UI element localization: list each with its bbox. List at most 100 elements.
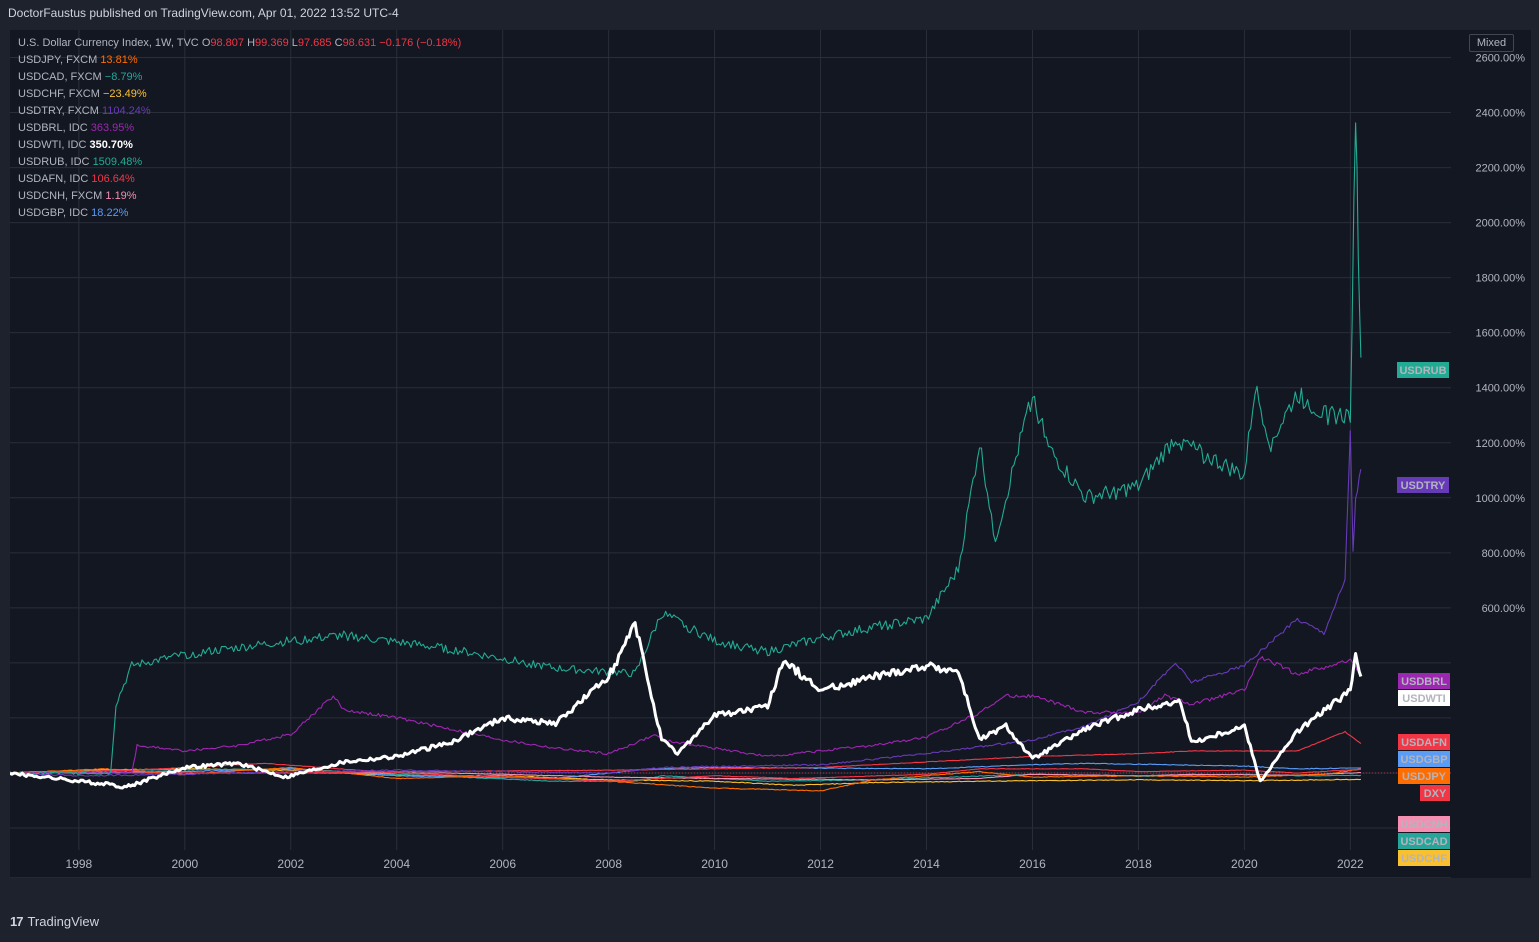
x-tick-label: 2012 xyxy=(807,857,834,871)
legend-row-usdcnh[interactable]: USDCNH, FXCM 1.19% xyxy=(18,188,461,205)
badge-name-bg xyxy=(1398,690,1450,706)
y-tick-label: 1800.00% xyxy=(1475,273,1525,285)
badge-usdcnh[interactable]: USDCNH+1.19% xyxy=(1398,816,1451,832)
badge-name-bg xyxy=(1420,785,1450,801)
badge-name-bg xyxy=(1398,833,1450,849)
badge-name-bg xyxy=(1397,477,1449,493)
change-value: −0.176 (−0.18%) xyxy=(379,37,462,49)
legend-row-usdrub[interactable]: USDRUB, IDC 1509.48% xyxy=(18,154,461,171)
badge-name: USDCNH xyxy=(1400,819,1447,831)
badge-name-bg xyxy=(1397,362,1449,378)
badge-name: USDAFN xyxy=(1401,737,1447,749)
legend-change: 13.81% xyxy=(100,54,138,66)
chart-svg[interactable]: 1998 2000 2002 2004 2006 2008 2010 2012 2014 2016… xyxy=(10,30,1451,878)
badge-name: USDTRY xyxy=(1401,480,1446,492)
legend-symbol: USDJPY, FXCM xyxy=(18,54,101,66)
legend-row-usdjpy[interactable]: USDJPY, FXCM 13.81% xyxy=(18,52,461,69)
x-tick-label: 2000 xyxy=(171,857,198,871)
series-line-usdrub xyxy=(10,122,1362,775)
y-tick-label: 1000.00% xyxy=(1475,493,1525,505)
series-line-usdtry xyxy=(10,430,1362,777)
legend-symbol: USDBRL, IDC xyxy=(18,122,91,134)
price-scale-svg[interactable]: 2600.00% 2400.00% 2200.00% 2000.00% 1800.00%… xyxy=(1451,30,1531,878)
badge-usdafn[interactable]: USDAFN+106.64% xyxy=(1398,734,1451,750)
y-tick-label: 1200.00% xyxy=(1475,438,1525,450)
main-legend-row[interactable]: U.S. Dollar Currency Index, 1W, TVC O98.… xyxy=(18,35,461,52)
badge-usdtry[interactable]: USDTRY+1104.24% xyxy=(1397,477,1451,493)
legend-change: 1509.48% xyxy=(92,156,143,168)
x-tick-label: 2022 xyxy=(1337,857,1364,871)
series-legend: USDJPY, FXCM 13.81% USDCAD, FXCM −8.79% US… xyxy=(18,52,461,222)
legend-change: 350.70% xyxy=(89,139,133,151)
legend-symbol: USDCAD, FXCM xyxy=(18,71,105,83)
legend-row-usdwti[interactable]: USDWTI, IDC 350.70% xyxy=(18,137,461,154)
badge-usdcad[interactable]: USDCAD−8.79% xyxy=(1398,833,1451,849)
legend-symbol: USDCNH, FXCM xyxy=(18,190,106,202)
tradingview-logo-icon[interactable]: 17 xyxy=(10,914,24,929)
legend-change: 1.19% xyxy=(105,190,137,202)
brand-name[interactable]: TradingView xyxy=(27,914,100,929)
badge-usdbrl[interactable]: USDBRL+363.95% xyxy=(1398,673,1451,689)
badge-usdwti[interactable]: USDWTI+350.70% xyxy=(1398,690,1451,706)
x-tick-label: 2020 xyxy=(1231,857,1258,871)
badge-dxy[interactable]: DXY+13.70% xyxy=(1420,785,1451,801)
x-tick-label: 2010 xyxy=(701,857,728,871)
legend-row-usdgbp[interactable]: USDGBP, IDC 18.22% xyxy=(18,205,461,222)
high-label: H xyxy=(247,37,256,49)
badge-name: USDWTI xyxy=(1402,693,1445,705)
y-tick-label: 2400.00% xyxy=(1475,108,1525,120)
close-label: C xyxy=(334,37,343,49)
legend-symbol: USDCHF, FXCM xyxy=(18,88,103,100)
x-tick-label: 2018 xyxy=(1125,857,1152,871)
x-tick-label: 2004 xyxy=(383,857,410,871)
badge-name: USDBRL xyxy=(1401,676,1447,688)
badge-usdjpy[interactable]: USDJPY+13.81% xyxy=(1398,768,1451,784)
x-tick-label: 2006 xyxy=(489,857,516,871)
badge-name-bg xyxy=(1398,734,1450,750)
x-tick-label: 2014 xyxy=(913,857,940,871)
scale-mode-button[interactable]: Mixed xyxy=(1469,34,1514,52)
badge-name: USDCHF xyxy=(1401,853,1447,865)
y-tick-label: 800.00% xyxy=(1482,548,1526,560)
legend-row-usdchf[interactable]: USDCHF, FXCM −23.49% xyxy=(18,86,461,103)
legend-symbol: USDAFN, IDC xyxy=(18,173,92,185)
badge-usdgbp[interactable]: USDGBP+18.22% xyxy=(1398,751,1451,767)
legend-row-usdcad[interactable]: USDCAD, FXCM −8.79% xyxy=(18,69,461,86)
x-tick-label: 2002 xyxy=(277,857,304,871)
badge-name: DXY xyxy=(1424,788,1447,800)
badge-name: USDCAD xyxy=(1400,836,1447,848)
close-value: 98.631 xyxy=(342,37,377,49)
footer: 17 TradingView xyxy=(10,914,99,929)
y-tick-label: 2600.00% xyxy=(1475,53,1525,65)
series-line-usdjpy xyxy=(10,766,1362,792)
legend-row-usdtry[interactable]: USDTRY, FXCM 1104.24% xyxy=(18,103,461,120)
legend-change: 106.64% xyxy=(91,173,135,185)
series-line-usdgbp xyxy=(10,762,1361,780)
badge-name-bg xyxy=(1398,850,1450,866)
legend-change: 363.95% xyxy=(90,122,135,134)
legend-symbol: USDTRY, FXCM xyxy=(18,105,102,117)
badge-name-bg xyxy=(1398,768,1450,784)
legend-change: −8.79% xyxy=(104,71,143,83)
legend-symbol: USDWTI, IDC xyxy=(18,139,90,151)
high-value: 99.369 xyxy=(255,37,289,49)
legend: U.S. Dollar Currency Index, 1W, TVC O98.… xyxy=(18,35,461,222)
legend-change: 1104.24% xyxy=(101,105,151,117)
badge-name: USDRUB xyxy=(1399,365,1446,377)
legend-change: 18.22% xyxy=(91,207,129,219)
legend-row-usdbrl[interactable]: USDBRL, IDC 363.95% xyxy=(18,120,461,137)
open-value: 98.807 xyxy=(210,37,245,49)
chart-pane[interactable]: 1998 2000 2002 2004 2006 2008 2010 2012 2014 2016… xyxy=(10,30,1451,878)
badge-usdrub[interactable]: USDRUB+1509.48% xyxy=(1397,362,1451,378)
legend-symbol: USDGBP, IDC xyxy=(18,207,92,219)
badge-usdchf[interactable]: USDCHF−23.49% xyxy=(1398,850,1451,866)
series-line-usdwti xyxy=(10,621,1363,790)
legend-change: −23.49% xyxy=(102,88,147,100)
y-tick-label: 2200.00% xyxy=(1475,163,1525,175)
low-label: L xyxy=(291,37,298,49)
legend-row-usdafn[interactable]: USDAFN, IDC 106.64% xyxy=(18,171,461,188)
open-label: O xyxy=(201,37,211,49)
badge-name-bg xyxy=(1398,673,1450,689)
price-scale[interactable]: 2600.00% 2400.00% 2200.00% 2000.00% 1800.00%… xyxy=(1451,30,1531,878)
y-tick-label: 1400.00% xyxy=(1475,383,1525,395)
